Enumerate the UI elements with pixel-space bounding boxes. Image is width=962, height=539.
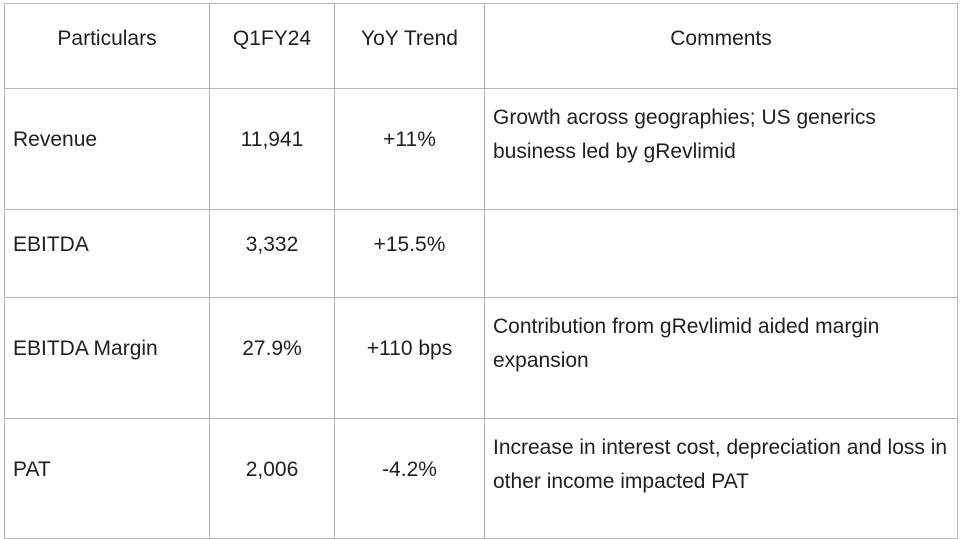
row-comment [484,209,958,298]
row-value: 27.9% [209,297,335,419]
row-trend: -4.2% [334,418,485,539]
table-header-row: Particulars Q1FY24 YoY Trend Comments [4,3,958,89]
table-row: Revenue 11,941 +11% Growth across geogra… [4,88,958,210]
table-row: EBITDA 3,332 +15.5% [4,209,958,298]
row-particular: EBITDA [4,209,210,298]
row-comment: Growth across geographies; US generics b… [484,88,958,210]
row-comment: Contribution from gRevlimid aided margin… [484,297,958,419]
header-yoy-trend: YoY Trend [334,3,485,89]
row-value: 3,332 [209,209,335,298]
row-trend: +11% [334,88,485,210]
row-trend: +110 bps [334,297,485,419]
row-value: 2,006 [209,418,335,539]
header-comments: Comments [484,3,958,89]
row-particular: EBITDA Margin [4,297,210,419]
row-particular: PAT [4,418,210,539]
row-comment: Increase in interest cost, depreciation … [484,418,958,539]
row-trend: +15.5% [334,209,485,298]
table-row: EBITDA Margin 27.9% +110 bps Contributio… [4,297,958,419]
table-row: PAT 2,006 -4.2% Increase in interest cos… [4,418,958,539]
header-particulars: Particulars [4,3,210,89]
row-value: 11,941 [209,88,335,210]
header-period: Q1FY24 [209,3,335,89]
row-particular: Revenue [4,88,210,210]
